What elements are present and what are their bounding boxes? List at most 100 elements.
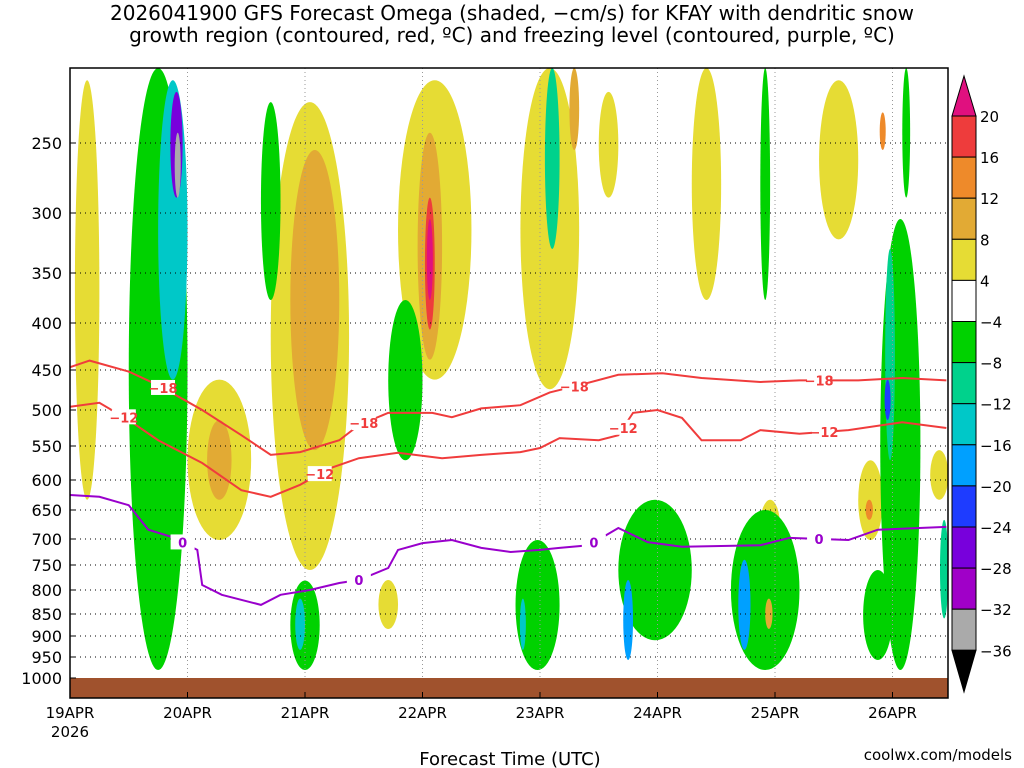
upward-motion-region	[865, 499, 873, 520]
upward-motion-region	[426, 219, 433, 300]
colorbar-swatch	[951, 321, 977, 364]
downward-motion-region	[618, 499, 692, 641]
upward-motion-region	[765, 598, 773, 629]
y-tick-label: 250	[31, 134, 62, 153]
colorbar-label: −8	[980, 355, 1002, 373]
downward-motion-region	[295, 598, 305, 650]
colorbar-swatch	[951, 156, 977, 199]
colorbar-swatch	[951, 279, 977, 322]
colorbar: 20 16 12 8 4 −4 −8 −12 −16 −20 −24 −28 −32 −36	[951, 74, 1012, 694]
colorbar-label: −36	[980, 642, 1012, 660]
contour-label: 0	[815, 533, 824, 548]
downward-motion-region	[519, 598, 526, 650]
colorbar-label: −20	[980, 478, 1012, 496]
downward-motion-region	[623, 580, 634, 660]
colorbar-swatch	[951, 362, 977, 405]
contours: −18 −18 −18 −18 −12 −12 −12 −12 0 0 0 0	[70, 359, 947, 606]
downward-motion-region	[902, 68, 911, 198]
downward-motion-region	[884, 379, 891, 421]
y-tick-label: 300	[31, 204, 62, 223]
ground-band	[70, 678, 948, 698]
contour-line	[70, 359, 947, 456]
colorbar-label: 16	[980, 149, 999, 167]
upward-motion-region	[569, 68, 580, 150]
downward-motion-region	[174, 132, 181, 198]
contour-label: 0	[354, 574, 363, 589]
upward-motion-region	[691, 68, 722, 300]
colorbar-label: −24	[980, 519, 1012, 537]
contour-label-bg	[611, 419, 636, 435]
credit-link[interactable]: coolwx.com/models	[864, 746, 1012, 764]
downward-motion-region	[863, 570, 893, 660]
y-tick-label: 350	[31, 264, 62, 283]
contour-line	[70, 401, 947, 498]
contour-label-bg	[811, 423, 836, 439]
axes: 250 300 350 400 450 500 550 600 650 700 750 800 850 9…	[21, 134, 917, 741]
downward-motion-region	[939, 519, 948, 619]
contour-label: −18	[349, 417, 378, 432]
colorbar-swatch	[951, 115, 977, 158]
contour-label-bg	[807, 372, 832, 388]
colorbar-label: 12	[980, 190, 999, 208]
contour-label-bg	[151, 379, 176, 395]
contour-label: −12	[609, 422, 638, 437]
downward-motion-region	[544, 68, 560, 249]
colorbar-swatch	[951, 403, 977, 446]
colorbar-swatch	[951, 197, 977, 240]
downward-motion-region	[885, 249, 895, 461]
contour-label-bg	[351, 415, 376, 431]
upward-motion-region	[74, 80, 100, 500]
y-tick-label: 600	[31, 471, 62, 490]
title-line-2: growth region (contoured, red, ºC) and f…	[129, 23, 895, 47]
x-tick-label: 19APR	[46, 704, 95, 722]
colorbar-label: 8	[980, 231, 990, 249]
contour-label-bg	[111, 409, 136, 425]
upward-motion-region	[598, 91, 619, 198]
colorbar-max-arrow	[951, 74, 977, 117]
downward-motion-region	[760, 68, 771, 300]
downward-motion-region	[260, 102, 281, 300]
contour-label: −12	[305, 468, 334, 483]
y-tick-label: 800	[31, 581, 62, 600]
contour-label-bg	[346, 572, 371, 587]
colorbar-swatch	[951, 444, 977, 487]
upward-motion-region	[207, 420, 232, 500]
colorbar-label: −28	[980, 560, 1012, 578]
y-tick-label: 900	[31, 627, 62, 646]
x-tick-label: 22APR	[398, 704, 447, 722]
y-tick-label: 450	[31, 361, 62, 380]
contour-label: 0	[589, 537, 598, 552]
contour-label-bg	[307, 466, 332, 482]
y-tick-label: 650	[31, 501, 62, 520]
contour-label: −12	[109, 411, 138, 426]
colorbar-swatch	[951, 608, 977, 651]
x-tick-label: 21APR	[281, 704, 330, 722]
contour-label-bg	[562, 378, 587, 394]
y-tick-label: 1000	[21, 669, 62, 688]
upward-motion-region	[819, 80, 859, 240]
contour-label: −18	[149, 382, 178, 397]
contour-label: −12	[809, 426, 838, 441]
upward-motion-region	[879, 112, 886, 150]
x-axis-label: Forecast Time (UTC)	[419, 749, 600, 768]
contour-label: −18	[560, 380, 589, 395]
y-tick-label: 700	[31, 530, 62, 549]
downward-motion-region	[388, 300, 423, 461]
upward-motion-region	[930, 450, 948, 500]
colorbar-swatch	[951, 238, 977, 281]
colorbar-label: −16	[980, 437, 1012, 455]
contour-label-bg	[170, 534, 195, 550]
x-tick-label: 23APR	[516, 704, 565, 722]
upward-motion-region	[378, 580, 399, 629]
colorbar-min-arrow	[951, 649, 977, 694]
contour-label: −18	[805, 374, 834, 389]
y-tick-label: 950	[31, 648, 62, 667]
colorbar-label: −4	[980, 314, 1002, 332]
x-tick-label: 24APR	[633, 704, 682, 722]
x-tick-label: 20APR	[163, 704, 212, 722]
contour-label-bg	[807, 531, 832, 546]
colorbar-swatch	[951, 567, 977, 610]
downward-motion-region	[515, 540, 560, 671]
chart-title: 2026041900 GFS Forecast Omega (shaded, −…	[0, 2, 1024, 46]
